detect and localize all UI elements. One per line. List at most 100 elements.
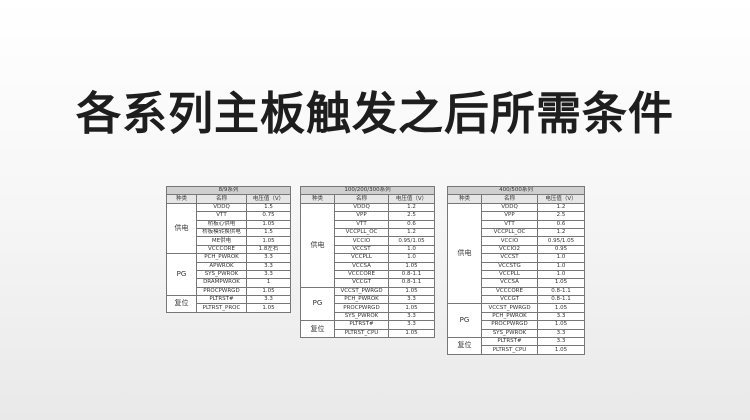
voltage-value: 3.3 (246, 253, 291, 263)
signal-name: PCH_PWROK (334, 295, 389, 305)
signal-name: VTT (481, 219, 538, 229)
table-title: 100/200/300系列 (300, 185, 435, 196)
signal-name: VCCIO (334, 236, 389, 246)
table-row: 复位 PLTRST# 3.3 (447, 337, 586, 355)
voltage-value: 1.05 (536, 303, 586, 313)
voltage-value: 0.75 (246, 211, 291, 221)
kind-cell: PG (300, 286, 335, 322)
table-row: PG VCCST_PWRGD 1.05 (447, 303, 586, 339)
voltage-value: 1.05 (388, 261, 435, 271)
voltage-value: 1.0 (388, 253, 435, 263)
voltage-value: 1.5 (246, 202, 291, 213)
kind-cell: 供电 (447, 202, 482, 305)
voltage-value: 0.6 (388, 219, 435, 229)
signal-name: VCCCORE (196, 244, 247, 255)
voltage-value: 3.3 (388, 311, 435, 322)
signal-name: VCCIO2 (481, 244, 538, 255)
signal-name: PCH_PWROK (196, 253, 247, 263)
signal-name: VCCCORE (334, 269, 389, 280)
signal-name: 桥板心供电 (196, 219, 247, 229)
signal-name: PLTRST# (196, 295, 247, 305)
table-title: 8/9系列 (166, 185, 291, 196)
voltage-value: 1.8左右 (246, 244, 291, 255)
table-row: 复位 PLTRST# 3.3 (300, 320, 435, 339)
signal-name: VCCIO (481, 236, 538, 246)
voltage-value: 0.8-1.1 (536, 286, 586, 297)
signal-name: VDDQ (334, 202, 389, 213)
signal-name: PROCPWRGD (196, 286, 247, 297)
voltage-value: 0.95/1.05 (536, 236, 586, 246)
voltage-value: 1.05 (246, 286, 291, 297)
voltage-value: 3.3 (246, 269, 291, 280)
signal-name: VCCST (481, 253, 538, 263)
table-row: 供电 VDDQ 1.2 (300, 202, 435, 288)
voltage-value: 1.05 (536, 345, 586, 355)
kind-cell: 供电 (300, 202, 335, 288)
signal-name: PLTRST# (334, 320, 389, 330)
signal-name: VPP (481, 211, 538, 221)
voltage-value: 1.05 (246, 236, 291, 246)
voltage-value: 1.2 (388, 227, 435, 238)
signal-name: VCCCORE (481, 286, 538, 297)
spec-table: 400/500系列 种类 名称 电压值（V） 供电 VDDQ 1.2 VPP 2.5 VTT 0.6… (446, 185, 586, 355)
column-header: 名称 (196, 194, 247, 204)
spec-table: 8/9系列 种类 名称 电压值（V） 供电 VDDQ 1.5 VTT 0.75 桥板心供电 1.05… (166, 185, 291, 313)
signal-name: VCCGT (334, 278, 389, 288)
voltage-value: 1.0 (388, 244, 435, 255)
table-row: 供电 VDDQ 1.5 (166, 202, 291, 255)
voltage-value: 1.05 (388, 303, 435, 313)
voltage-value: 3.3 (388, 295, 435, 305)
signal-name: ME供电 (196, 236, 247, 246)
signal-name: VCCPLL (481, 269, 538, 280)
page-title: 各系列主板触发之后所需条件 (75, 87, 674, 140)
signal-name: APWROK (196, 261, 247, 271)
signal-name: DRAMPWROK (196, 278, 247, 288)
voltage-value: 1.2 (536, 227, 586, 238)
table-row: PLTRST_CPU 1.05 (448, 345, 586, 355)
title-row: 100/200/300系列 (300, 185, 435, 196)
column-header: 种类 (166, 194, 197, 204)
signal-name: PLTRST# (481, 337, 538, 347)
voltage-value: 1.05 (388, 328, 435, 339)
signal-name: SYS_PWROK (481, 328, 538, 339)
voltage-value: 0.8-1.1 (388, 269, 435, 280)
signal-name: VCCST_PWRGD (334, 286, 389, 297)
signal-name: VCCSA (481, 278, 538, 288)
voltage-value: 3.3 (536, 337, 586, 347)
column-header: 种类 (300, 194, 335, 204)
table-row: 复位 PLTRST# 3.3 (166, 295, 291, 313)
spec-table: 100/200/300系列 种类 名称 电压值（V） 供电 VDDQ 1.2 VPP 2.5 VT… (300, 185, 435, 339)
signal-name: PROCPWRGD (334, 303, 389, 313)
voltage-value: 1.5 (246, 227, 291, 238)
voltage-value: 3.3 (246, 295, 291, 305)
voltage-value: 0.95 (536, 244, 586, 255)
column-header: 电压值（V） (536, 194, 586, 204)
voltage-value: 1.2 (536, 202, 586, 213)
table-row: PG PCH_PWROK 3.3 (166, 253, 291, 297)
kind-cell: 复位 (300, 320, 335, 339)
table-row: 供电 VDDQ 1.2 (447, 202, 586, 305)
voltage-value: 1.05 (388, 286, 435, 297)
signal-name: SYS_PWROK (196, 269, 247, 280)
title-row: 8/9系列 (166, 185, 291, 196)
signal-name: VDDQ (196, 202, 247, 213)
voltage-value: 0.8-1.1 (388, 278, 435, 288)
signal-name: PROCPWRGD (481, 320, 538, 330)
signal-name: VCCPLL_OC (481, 227, 538, 238)
voltage-value: 1.05 (536, 320, 586, 330)
header-row: 种类 名称 电压值（V） (166, 194, 291, 204)
table-title: 400/500系列 (446, 185, 586, 196)
signal-name: PLTRST_CPU (334, 328, 389, 339)
column-header: 电压值（V） (246, 194, 291, 204)
kind-cell: PG (447, 303, 482, 339)
voltage-value: 3.3 (536, 311, 586, 322)
table-row: PLTRST_PROC 1.05 (167, 303, 291, 313)
signal-name: VPP (334, 211, 389, 221)
title-row: 400/500系列 (446, 185, 586, 196)
signal-name: VCCSTG (481, 261, 538, 271)
kind-cell: 供电 (166, 202, 197, 255)
voltage-value: 2.5 (388, 211, 435, 221)
signal-name: VDDQ (481, 202, 538, 213)
signal-name: VCCPLL_OC (334, 227, 389, 238)
